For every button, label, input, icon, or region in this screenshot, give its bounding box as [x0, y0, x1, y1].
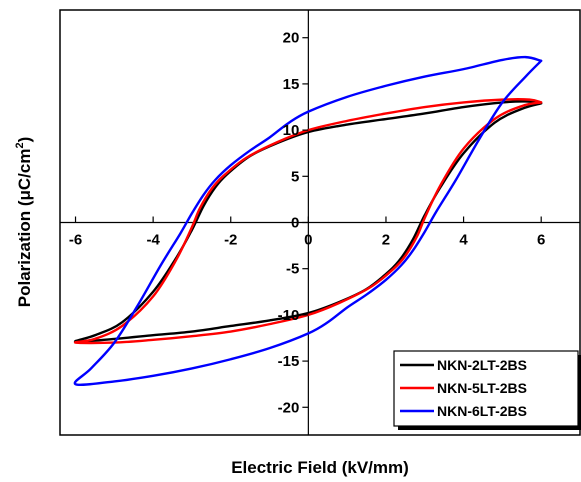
y-tick-label: -15	[278, 353, 300, 370]
y-axis-title-main: Polarization (	[15, 200, 34, 307]
y-axis-title: Polarization (μC/cm2)	[14, 137, 34, 308]
y-axis-title-superscript: 2	[14, 142, 26, 148]
x-tick-label: 6	[537, 232, 545, 249]
y-axis-title-close: )	[15, 137, 34, 143]
x-tick-label: -4	[146, 232, 160, 249]
legend-label-nkn-6lt-2bs: NKN-6LT-2BS	[437, 403, 527, 419]
x-tick-label: 0	[304, 232, 312, 249]
x-tick-label: 4	[459, 232, 468, 249]
legend-label-nkn-5lt-2bs: NKN-5LT-2BS	[437, 380, 527, 396]
x-tick-label: -6	[69, 232, 82, 249]
legend-label-nkn-2lt-2bs: NKN-2LT-2BS	[437, 357, 527, 373]
x-tick-label: 2	[382, 232, 390, 249]
y-tick-label: 20	[283, 30, 300, 47]
series-layer	[73, 55, 543, 387]
series-line-nkn-6lt-2bs	[73, 55, 543, 387]
y-tick-label: 5	[291, 168, 299, 185]
x-tick-label: -2	[224, 232, 237, 249]
series-line-nkn-5lt-2bs	[73, 98, 543, 345]
y-axis-title-unit: μC/cm	[15, 149, 34, 201]
legend: NKN-2LT-2BS NKN-5LT-2BS NKN-6LT-2BS	[393, 350, 581, 430]
series-line-nkn-2lt-2bs	[73, 100, 543, 343]
y-tick-label: -10	[278, 307, 300, 324]
x-axis-title: Electric Field (kV/mm)	[231, 458, 409, 477]
y-tick-label: 10	[283, 122, 300, 139]
y-tick-label: 0	[291, 215, 299, 232]
y-tick-label: -5	[286, 261, 299, 278]
y-tick-label: -20	[278, 399, 300, 416]
plot-frame	[59, 9, 581, 436]
y-tick-label: 15	[283, 76, 300, 93]
